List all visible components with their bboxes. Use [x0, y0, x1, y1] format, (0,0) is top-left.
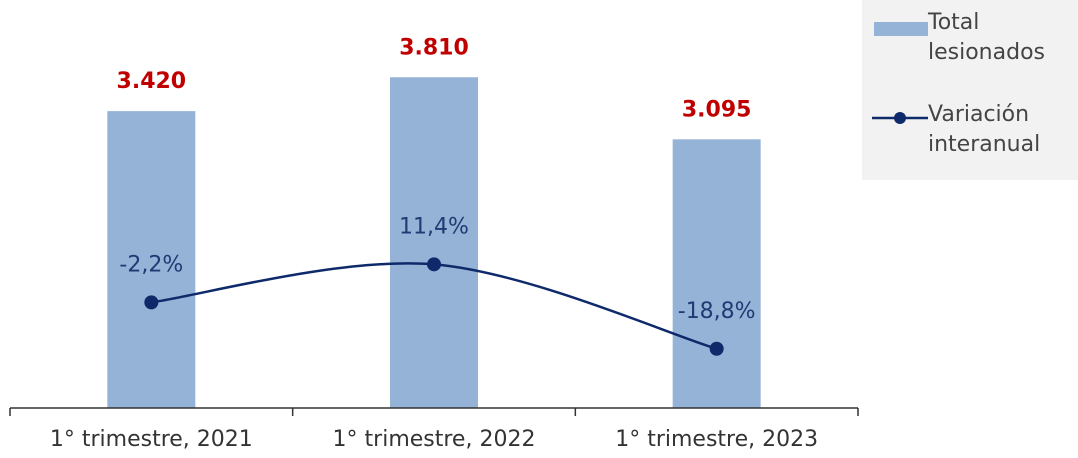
legend-item: Total lesionados [862, 8, 1078, 88]
legend-bar-swatch [874, 22, 928, 36]
x-tick-label: 1° trimestre, 2023 [615, 427, 818, 452]
x-tick-label: 1° trimestre, 2021 [50, 427, 253, 452]
line-marker [709, 341, 724, 356]
legend-item: Variación interanual [862, 100, 1078, 180]
line-value-label: 11,4% [399, 214, 469, 239]
line-value-label: -2,2% [119, 252, 183, 277]
line-marker [427, 257, 441, 272]
legend-swatch [874, 22, 928, 36]
line-marker [144, 295, 159, 310]
legend: Total lesionados Variación interanual [862, 0, 1078, 180]
chart: 3.420 3.810 3.095 -2,2% 11,4% -18,8% 1° trimes… [9, 35, 859, 452]
legend-label: Variación interanual [928, 102, 1041, 157]
line-value-label: -18,8% [678, 299, 756, 324]
bar-value-label: 3.810 [399, 35, 469, 60]
bar-value-label: 3.420 [117, 69, 187, 94]
legend-swatch [872, 112, 928, 124]
bar [672, 139, 761, 409]
legend-marker [894, 112, 906, 124]
bar [390, 77, 478, 408]
bar [107, 111, 196, 408]
x-tick-label: 1° trimestre, 2022 [333, 427, 536, 452]
bar-value-label: 3.095 [682, 97, 752, 122]
legend-label: Total lesionados [928, 10, 1045, 65]
